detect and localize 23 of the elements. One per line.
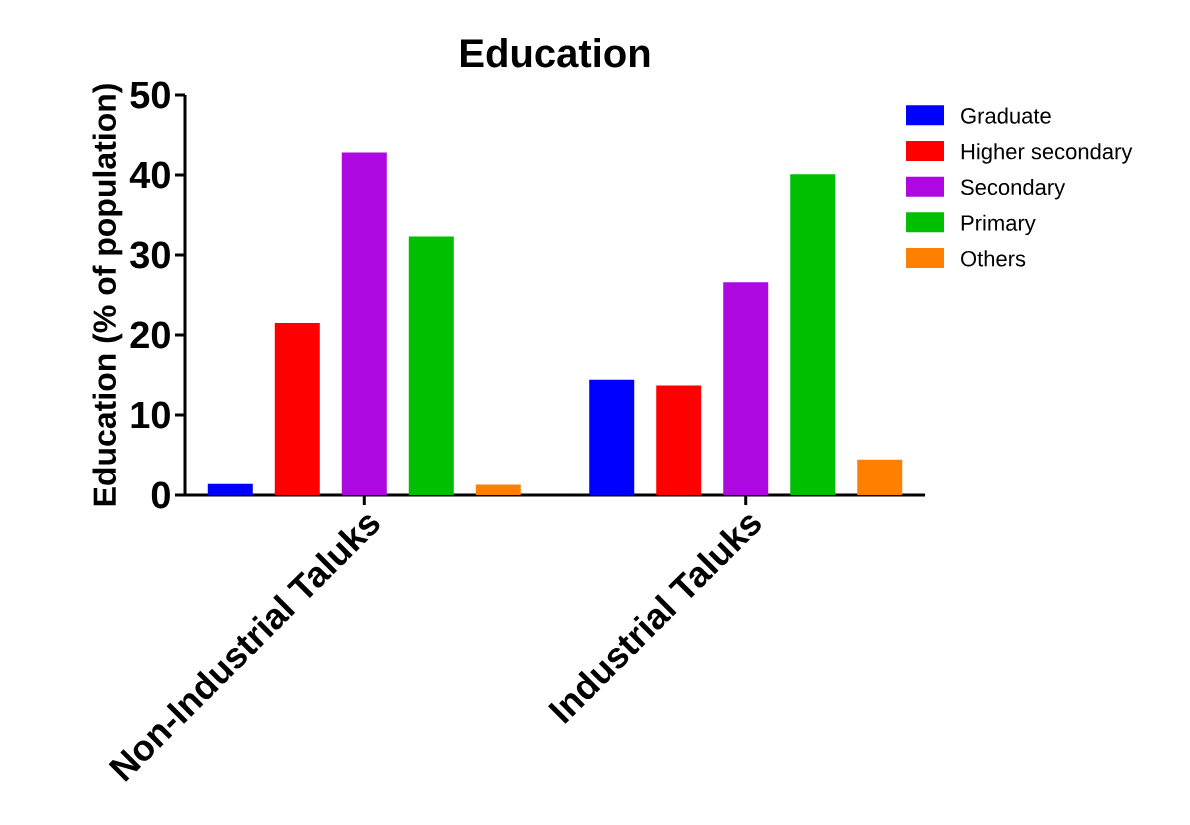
legend-label: Secondary (961, 178, 1066, 200)
bar (589, 379, 635, 495)
y-tick-label: 20 (130, 321, 170, 349)
legend-label: Higher secondary (961, 143, 1133, 164)
bar (857, 459, 903, 495)
legend-label: Graduate (961, 107, 1051, 124)
y-tick-label: 30 (130, 241, 170, 269)
y-tick-label: 50 (130, 81, 170, 109)
bar (790, 174, 836, 495)
legend-label: Others (961, 250, 1026, 267)
y-tick-label: 0 (151, 481, 170, 509)
bar (723, 282, 769, 495)
bar (475, 484, 521, 495)
bar (408, 236, 454, 495)
legend-label: Primary (961, 214, 1036, 236)
chart-title: Education (461, 38, 650, 68)
bar (274, 323, 320, 495)
y-axis-title: Education (% of population) (92, 84, 123, 506)
bar (656, 385, 702, 495)
bar (207, 483, 253, 495)
y-tick-label: 10 (131, 401, 170, 429)
y-tick-label: 40 (129, 161, 170, 189)
bar (341, 152, 387, 495)
